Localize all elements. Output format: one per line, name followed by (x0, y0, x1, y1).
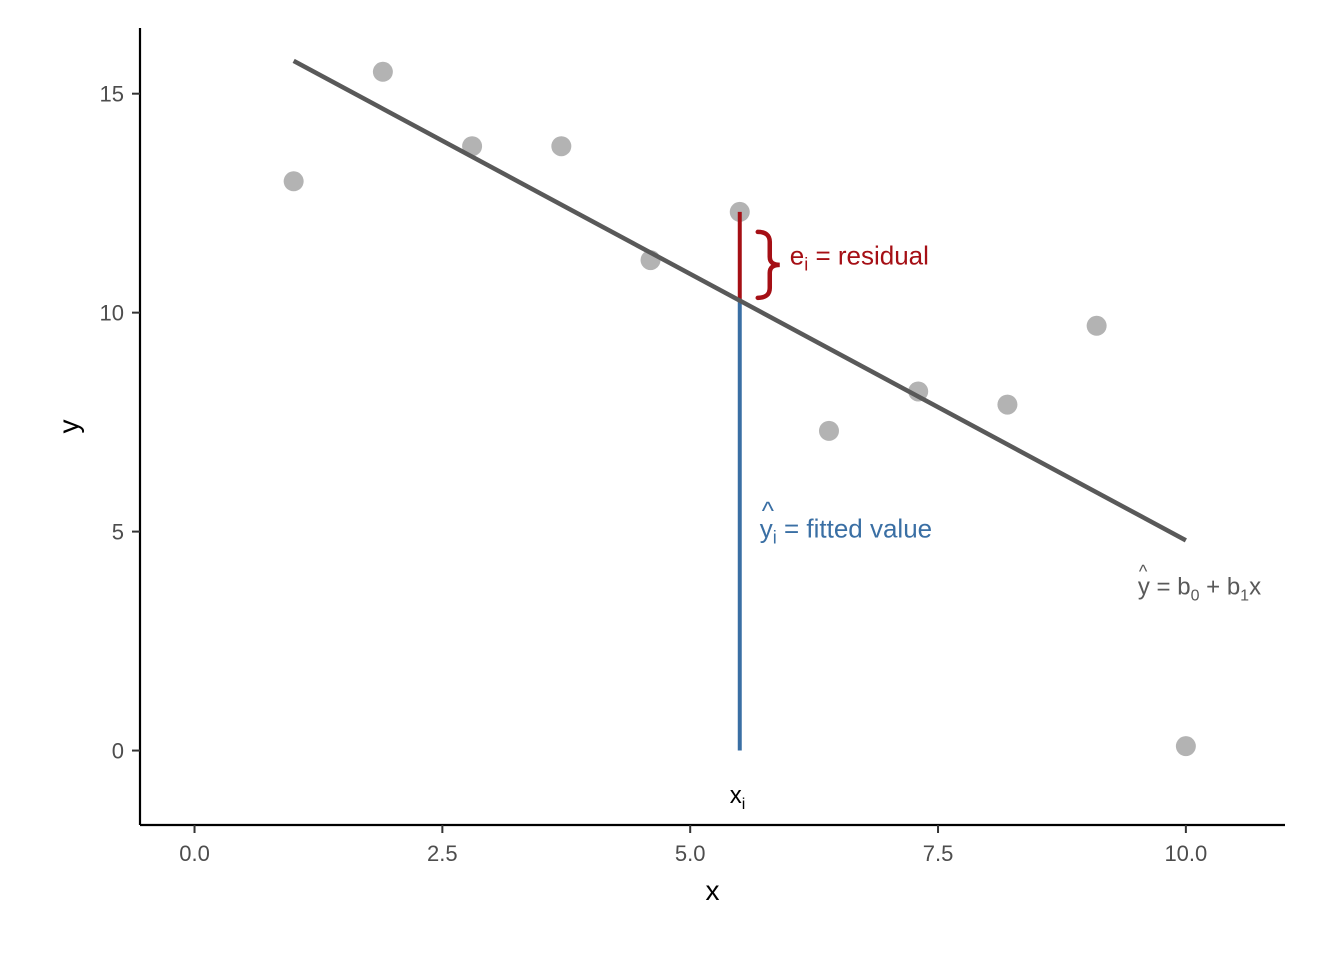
eq-eq: = b (1150, 573, 1191, 600)
eq-y: y (1138, 573, 1150, 600)
data-point (997, 394, 1018, 415)
y-axis-title: y (53, 420, 84, 434)
eq-sub1: 1 (1240, 587, 1249, 604)
x-tick-label: 0.0 (179, 841, 210, 866)
y-tick-label: 0 (112, 739, 124, 764)
x-axis-title: x (706, 875, 720, 906)
fit-line-group (292, 58, 1187, 543)
highlight-group (737, 211, 780, 751)
data-point (551, 136, 572, 157)
y-tick-label: 10 (100, 301, 124, 326)
data-points (283, 61, 1196, 757)
fitted-hat: ^ (762, 496, 775, 526)
x-tick-label: 10.0 (1164, 841, 1207, 866)
eq-x: x (1249, 573, 1261, 600)
fitted-sub: i (773, 528, 777, 548)
data-point (462, 136, 483, 157)
equation-hat: ^ (1139, 561, 1148, 581)
residual-text: = residual (808, 240, 929, 270)
fitted-text: = fitted value (777, 514, 932, 544)
fitted-label: yi = fitted value (760, 514, 932, 548)
data-point (818, 420, 839, 441)
regression-line (292, 58, 1187, 543)
data-point (1086, 315, 1107, 336)
xi-base: x (730, 782, 742, 809)
residual-label: ei = residual (790, 240, 929, 274)
data-point (372, 61, 393, 82)
data-point (283, 171, 304, 192)
y-tick-label: 15 (100, 82, 124, 107)
x-tick-label: 2.5 (427, 841, 458, 866)
fitted-base: y (760, 514, 773, 544)
data-point (1175, 736, 1196, 757)
residual-base: e (790, 240, 804, 270)
xi-sub: i (742, 796, 746, 813)
eq-sub0: 0 (1191, 587, 1200, 604)
axes (138, 28, 1285, 827)
x-tick-label: 5.0 (675, 841, 706, 866)
y-tick-label: 5 (112, 520, 124, 545)
x-tick-label: 7.5 (923, 841, 954, 866)
ticks: 0.0 2.5 5.0 7.5 10.0 0 5 10 15 (100, 82, 1208, 866)
xi-label: xi (730, 782, 746, 813)
residual-sub: i (804, 254, 808, 274)
regression-equation: y = b0 + b1x (1138, 573, 1261, 604)
data-point (908, 381, 929, 402)
residual-brace (755, 229, 780, 301)
eq-plus: + b (1199, 573, 1240, 600)
